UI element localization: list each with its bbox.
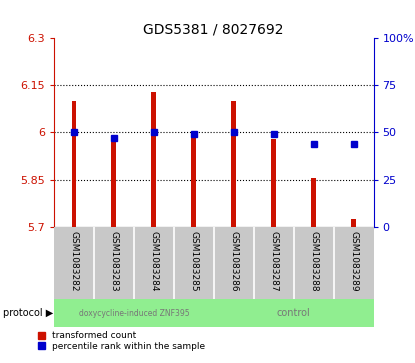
- Bar: [94, 227, 134, 299]
- Bar: [294, 227, 334, 299]
- Bar: [191, 132, 196, 227]
- Bar: [112, 142, 116, 227]
- Text: GSM1083284: GSM1083284: [149, 231, 158, 291]
- Bar: [54, 299, 214, 327]
- Bar: [151, 91, 156, 227]
- Bar: [231, 101, 236, 227]
- Bar: [254, 227, 294, 299]
- Bar: [311, 178, 316, 227]
- Text: GSM1083283: GSM1083283: [110, 231, 118, 291]
- Text: GSM1083289: GSM1083289: [349, 231, 358, 291]
- Text: GSM1083282: GSM1083282: [69, 231, 78, 291]
- Text: doxycycline-induced ZNF395: doxycycline-induced ZNF395: [78, 309, 189, 318]
- Text: protocol ▶: protocol ▶: [3, 308, 53, 318]
- Bar: [271, 139, 276, 227]
- Text: GSM1083288: GSM1083288: [309, 231, 318, 291]
- Bar: [351, 219, 356, 227]
- Bar: [134, 227, 174, 299]
- Bar: [334, 227, 374, 299]
- Bar: [214, 227, 254, 299]
- Text: GSM1083285: GSM1083285: [189, 231, 198, 291]
- Text: GSM1083286: GSM1083286: [229, 231, 238, 291]
- Legend: transformed count, percentile rank within the sample: transformed count, percentile rank withi…: [38, 331, 205, 351]
- Bar: [54, 227, 94, 299]
- Text: control: control: [277, 308, 310, 318]
- Text: GSM1083287: GSM1083287: [269, 231, 278, 291]
- Bar: [71, 101, 76, 227]
- Bar: [214, 299, 374, 327]
- Title: GDS5381 / 8027692: GDS5381 / 8027692: [144, 23, 284, 37]
- Bar: [174, 227, 214, 299]
